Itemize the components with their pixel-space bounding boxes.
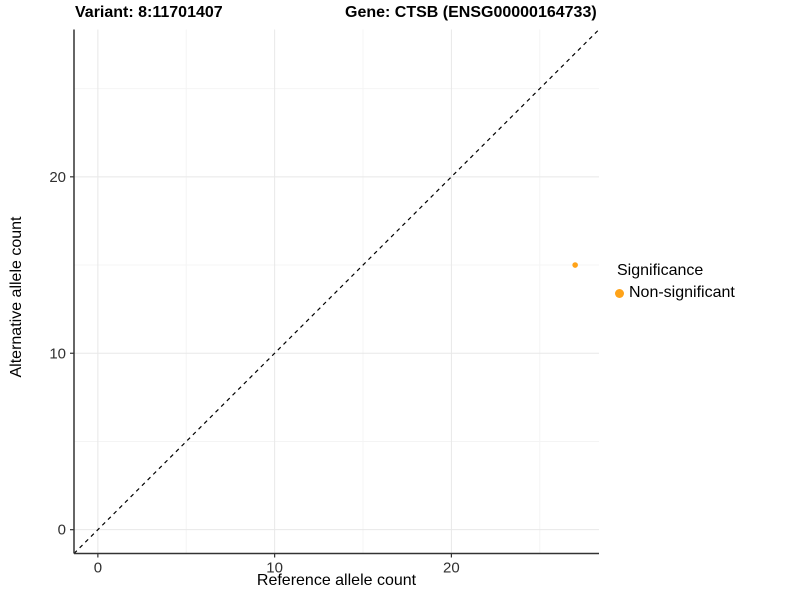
x-tick-label: 10 [266, 560, 283, 577]
gene-title: Gene: CTSB (ENSG00000164733) [345, 4, 597, 21]
y-tick-label: 20 [49, 169, 66, 186]
variant-title: Variant: 8:11701407 [75, 4, 223, 21]
legend-item: Non-significant [615, 284, 735, 302]
legend-title: Significance [617, 262, 704, 279]
x-tick-label: 20 [443, 560, 460, 577]
legend-point-icon [615, 288, 624, 298]
legend: Significance Non-significant [615, 262, 735, 302]
y-tick-label: 10 [49, 345, 66, 362]
y-axis-label: Alternative allele count [8, 216, 25, 378]
x-axis-label: Reference allele count [256, 572, 417, 589]
identity-dashed-line [73, 29, 600, 554]
y-tick-label: 0 [58, 522, 66, 539]
x-tick-label: 0 [94, 560, 102, 577]
legend-item-label: Non-significant [629, 284, 735, 301]
data-point [572, 262, 578, 268]
